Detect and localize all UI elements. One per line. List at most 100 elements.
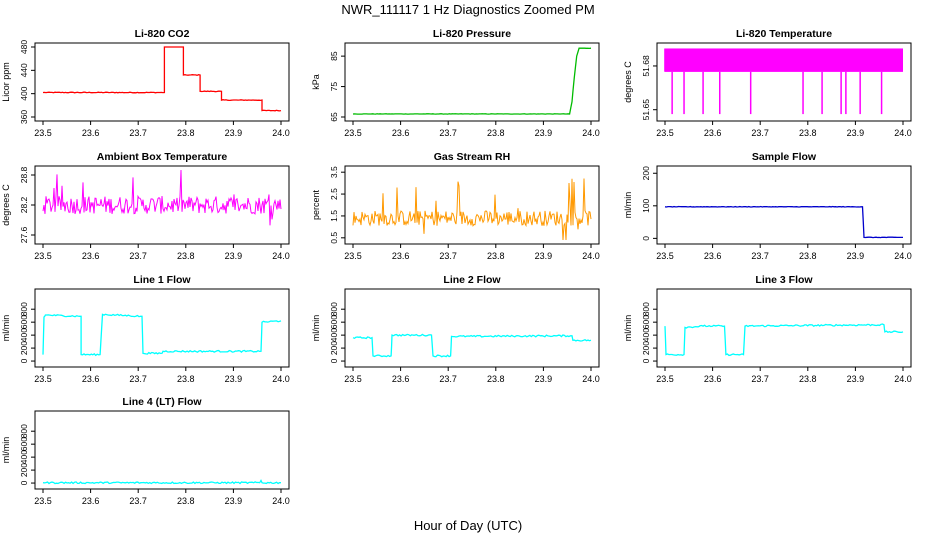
x-tick-label: 24.0 [582,251,600,261]
chart-panel-7: Line 1 Flow ml/min 23.5 23.6 23.7 23.8 23.9 24.… [1,274,290,384]
plot-frame [344,288,600,368]
y-tick-label: 600 [19,315,29,329]
x-tick-label: 24.0 [582,128,600,138]
chart-panel-5: Gas Stream RH percent 23.5 23.6 23.7 23.8 23.9… [311,151,600,261]
y-tick-label: 0.5 [329,232,339,244]
chart-panel-6: Sample Flow ml/min 23.5 23.6 23.7 23.8 23.9 24.… [623,151,912,261]
x-tick-label: 23.9 [847,251,865,261]
y-tick-label: 440 [19,63,29,77]
y-axis-label: Licor ppm [1,62,11,102]
x-tick-label: 23.7 [751,128,769,138]
x-tick-label: 23.9 [225,128,243,138]
y-tick-label: 400 [19,450,29,464]
x-tick-label: 23.7 [129,496,147,506]
plot-frame [656,288,912,368]
x-tick-label: 23.7 [439,251,457,261]
y-tick-label: 200 [329,341,339,355]
x-tick-label: 24.0 [272,374,290,384]
x-tick-label: 23.5 [656,374,674,384]
x-tick-label: 23.9 [225,496,243,506]
x-tick-label: 23.9 [535,251,553,261]
y-tick-label: 800 [329,302,339,316]
x-tick-label: 23.6 [704,251,722,261]
x-tick-label: 23.6 [392,374,410,384]
x-tick-label: 23.5 [344,374,362,384]
x-tick-label: 23.8 [799,374,817,384]
y-tick-label: 800 [19,302,29,316]
x-tick-label: 23.6 [82,128,100,138]
x-tick-label: 23.6 [704,128,722,138]
x-tick-label: 23.6 [392,128,410,138]
x-tick-label: 23.9 [225,251,243,261]
x-tick-label: 23.7 [751,374,769,384]
x-tick-label: 23.9 [225,374,243,384]
y-tick-label: 200 [19,341,29,355]
x-tick-label: 23.8 [177,496,195,506]
y-tick-label: 100 [641,198,651,212]
x-tick-label: 24.0 [272,496,290,506]
y-tick-label: 51.65 [641,99,651,121]
plot-frame [34,288,290,368]
x-tick-label: 23.5 [344,251,362,261]
y-tick-label: 1.5 [329,210,339,222]
y-tick-label: 360 [19,110,29,124]
y-axis-label: ml/min [1,437,11,464]
x-tick-label: 24.0 [894,374,912,384]
x-tick-label: 24.0 [894,251,912,261]
x-tick-label: 23.9 [535,128,553,138]
y-tick-label: 200 [641,166,651,180]
y-tick-label: 800 [19,424,29,438]
x-tick-label: 23.9 [535,374,553,384]
x-tick-label: 23.6 [82,374,100,384]
y-tick-label: 200 [19,463,29,477]
y-tick-label: 3.5 [329,166,339,178]
chart-panel-8: Line 2 Flow ml/min 23.5 23.6 23.7 23.8 23.9 24.… [311,274,600,384]
x-tick-label: 23.6 [82,251,100,261]
chart-title: Line 4 (LT) Flow [122,396,202,408]
y-tick-label: 65 [329,112,339,122]
y-tick-label: 400 [19,328,29,342]
x-tick-label: 24.0 [894,128,912,138]
chart-panel-3: Li-820 Temperature degrees C 23.5 23.6 23.7 2… [623,28,912,138]
x-tick-label: 23.8 [799,128,817,138]
y-tick-label: 600 [641,315,651,329]
y-tick-label: 600 [19,437,29,451]
data-series [352,333,592,358]
y-axis-label: ml/min [623,315,633,342]
y-tick-label: 0 [19,358,29,363]
plot-frame [34,42,290,122]
x-tick-label: 23.5 [34,251,52,261]
x-tick-label: 23.7 [439,128,457,138]
x-tick-label: 23.6 [392,251,410,261]
y-axis-label: degrees C [1,184,11,226]
y-tick-label: 2.5 [329,188,339,200]
plot-frame [34,165,290,245]
x-tick-label: 24.0 [272,251,290,261]
x-tick-label: 23.9 [847,374,865,384]
data-band [665,48,903,72]
data-series [42,479,281,485]
data-series [352,178,592,241]
x-tick-label: 24.0 [272,128,290,138]
x-tick-label: 23.7 [129,374,147,384]
x-tick-label: 23.8 [177,251,195,261]
y-tick-label: 0 [19,480,29,485]
figure-title: NWR_111117 1 Hz Diagnostics Zoomed PM [341,2,595,17]
y-tick-label: 0 [329,358,339,363]
y-tick-label: 51.68 [641,55,651,77]
x-tick-label: 23.6 [82,496,100,506]
x-tick-label: 23.5 [656,128,674,138]
chart-title: Li-820 Pressure [433,28,511,40]
x-tick-label: 23.7 [751,251,769,261]
x-tick-label: 23.5 [34,496,52,506]
plot-frame [344,165,600,245]
y-axis-label: kPa [311,74,321,90]
y-tick-label: 85 [329,51,339,61]
chart-panel-2: Li-820 Pressure kPa 23.5 23.6 23.7 23.8 23.9 24… [311,28,600,138]
y-tick-label: 28.2 [19,196,29,213]
x-tick-label: 23.5 [656,251,674,261]
x-tick-label: 23.5 [34,374,52,384]
x-tick-label: 23.8 [799,251,817,261]
